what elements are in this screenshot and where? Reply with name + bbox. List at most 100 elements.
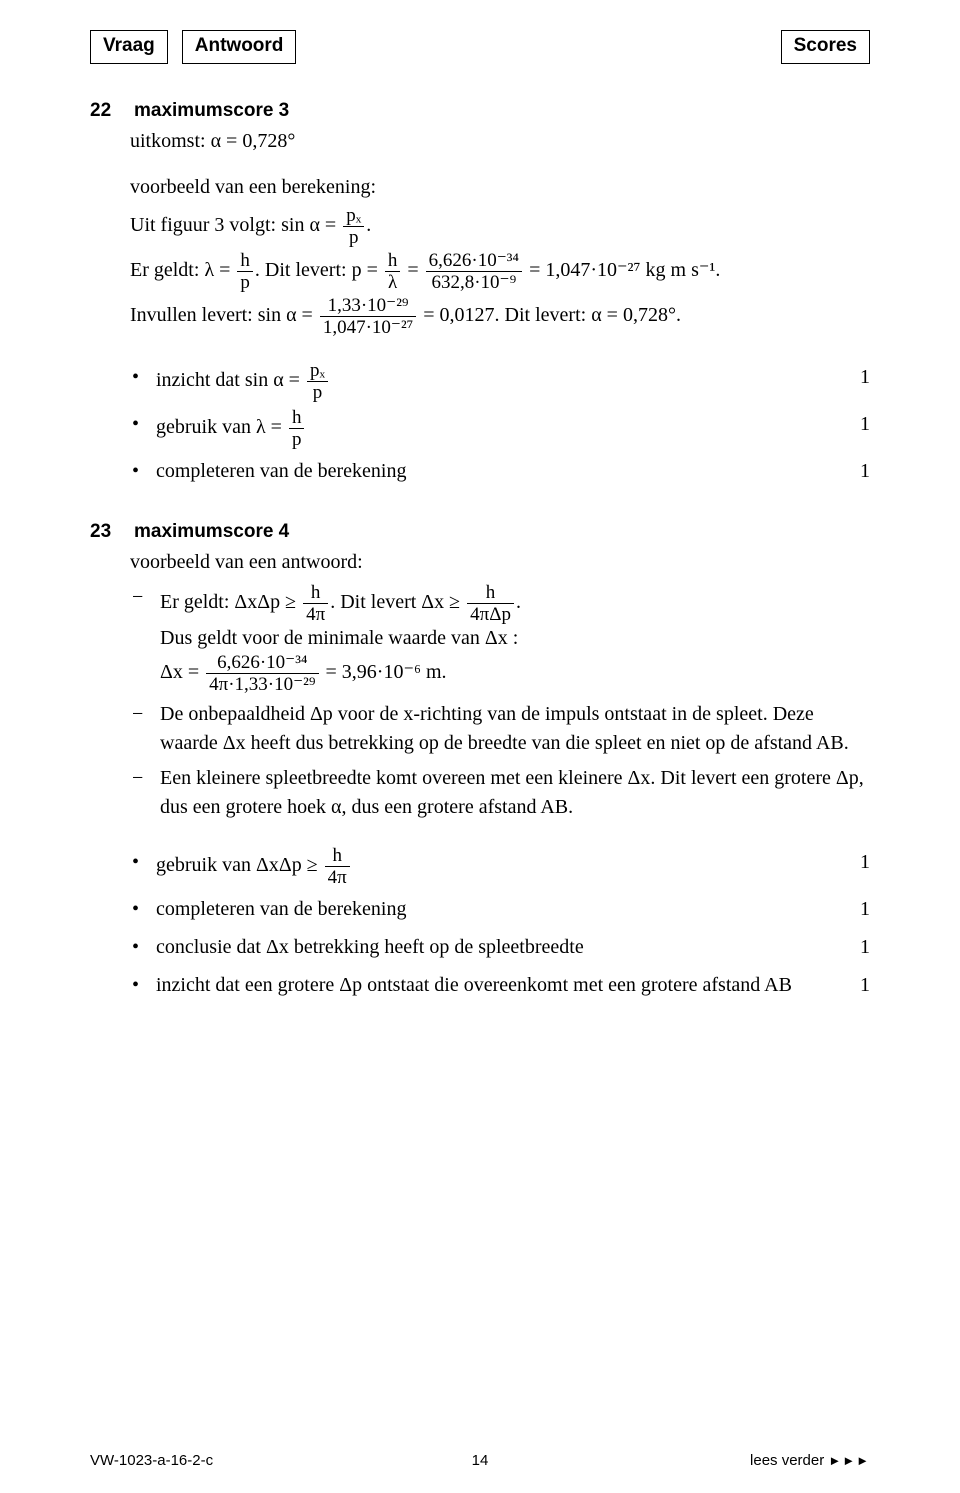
- frac-num: h: [325, 846, 350, 867]
- q22-uitkomst-label: uitkomst:: [130, 130, 211, 152]
- dash1-b: . Dit levert Δx ≥: [330, 591, 465, 613]
- bullet-text: inzicht dat sin α =: [156, 369, 305, 391]
- q22-uitkomst-expr: α = 0,728°: [211, 130, 296, 152]
- q22-line2-a: Er geldt:: [130, 259, 204, 281]
- q22-lambda-eq: λ =: [204, 259, 230, 281]
- frac-bullet: pₓ p: [307, 361, 328, 402]
- frac-den: 4πΔp: [467, 604, 514, 624]
- q22-maxscore: maximumscore 3: [134, 100, 289, 121]
- q22-line2: Er geldt: λ = h p . Dit levert: p = h λ …: [130, 251, 870, 292]
- q23-bullets: gebruik van ΔxΔp ≥ h 4π 1 completeren va…: [130, 846, 870, 1001]
- q22-line3-a: Invullen levert: sin α =: [130, 304, 318, 326]
- frac-h-lambda: h λ: [385, 251, 401, 292]
- q22-bullet-3: completeren van de berekening 1: [130, 455, 870, 487]
- q22-bullet-2: gebruik van λ = h p 1: [130, 408, 870, 449]
- header-vraag: Vraag: [90, 30, 168, 64]
- q22-body: uitkomst: α = 0,728° voorbeeld van een b…: [130, 126, 870, 487]
- bullet-text: inzicht dat een grotere Δp ontstaat die …: [156, 969, 850, 1001]
- frac-num: 6,626·10⁻³⁴: [206, 653, 318, 674]
- frac-den: p: [343, 227, 364, 247]
- bullet-score: 1: [850, 931, 870, 963]
- q22-dit-levert: . Dit levert:: [255, 259, 352, 281]
- frac-num: pₓ: [343, 206, 364, 227]
- bullet-score: 1: [850, 893, 870, 925]
- q23-dash-1: Er geldt: ΔxΔp ≥ h 4π . Dit levert Δx ≥ …: [130, 583, 870, 694]
- frac-h-4pi: h 4π: [303, 583, 328, 624]
- q23-dash-2: De onbepaaldheid Δp voor de x-richting v…: [130, 700, 870, 758]
- dash1-d: Dus geldt voor de minimale waarde van Δx…: [160, 627, 518, 649]
- q22-result2: = 1,047·10⁻²⁷ kg m s⁻¹.: [529, 259, 720, 281]
- q23-body: voorbeeld van een antwoord: Er geldt: Δx…: [130, 547, 870, 1001]
- q22-result3: = 0,0127. Dit levert: α = 0,728°.: [423, 304, 681, 326]
- header-scores: Scores: [781, 30, 870, 64]
- q22-number: 22: [90, 100, 130, 122]
- q23-bullet-3: conclusie dat Δx betrekking heeft op de …: [130, 931, 870, 963]
- bullet-score: 1: [850, 408, 870, 449]
- q23-bullet-4: inzicht dat een grotere Δp ontstaat die …: [130, 969, 870, 1001]
- frac-den: 4π: [303, 604, 328, 624]
- bullet-score: 1: [850, 846, 870, 887]
- q22-bullets: inzicht dat sin α = pₓ p 1 gebruik van λ…: [130, 361, 870, 487]
- frac-den: p: [289, 429, 305, 449]
- frac-num: 1,33·10⁻²⁹: [320, 296, 416, 317]
- q22-line1: Uit figuur 3 volgt: sin α = pₓ p .: [130, 206, 870, 247]
- q23-dashes: Er geldt: ΔxΔp ≥ h 4π . Dit levert Δx ≥ …: [130, 583, 870, 822]
- question-23: 23 maximumscore 4 voorbeeld van een antw…: [90, 521, 870, 1001]
- bullet-text: gebruik van λ =: [156, 416, 287, 438]
- bullet-text: conclusie dat Δx betrekking heeft op de …: [156, 931, 850, 963]
- bullet-score: 1: [850, 969, 870, 1001]
- frac-num: h: [303, 583, 328, 604]
- frac-h-p: h p: [237, 251, 253, 292]
- frac-num: pₓ: [307, 361, 328, 382]
- header-row: Vraag Antwoord Scores: [90, 30, 870, 64]
- period: .: [366, 214, 371, 236]
- q23-number: 23: [90, 521, 130, 543]
- dash1-e: Δx =: [160, 661, 204, 683]
- q22-p-eq: p =: [352, 259, 378, 281]
- q23-voorbeeld-label: voorbeeld van een antwoord:: [130, 547, 870, 577]
- frac-bullet: h 4π: [325, 846, 350, 887]
- bullet-score: 1: [850, 361, 870, 402]
- bullet-text: completeren van de berekening: [156, 893, 850, 925]
- frac-num: h: [289, 408, 305, 429]
- dash1-f: = 3,96·10⁻⁶ m.: [326, 661, 447, 683]
- footer: VW-1023-a-16-2-c 14 lees verder ►►►: [90, 1452, 870, 1469]
- frac-den: 4π·1,33·10⁻²⁹: [206, 674, 318, 694]
- footer-right-text: lees verder: [750, 1452, 828, 1469]
- q22-voorbeeld-label: voorbeeld van een berekening:: [130, 172, 870, 202]
- bullet-score: 1: [850, 455, 870, 487]
- frac-den: 1,047·10⁻²⁷: [320, 317, 416, 337]
- q22-bullet-1: inzicht dat sin α = pₓ p 1: [130, 361, 870, 402]
- dash1-a: Er geldt: ΔxΔp ≥: [160, 591, 301, 613]
- frac-bullet: h p: [289, 408, 305, 449]
- frac-big: 6,626·10⁻³⁴ 632,8·10⁻⁹: [426, 251, 522, 292]
- frac-h-4pidp: h 4πΔp: [467, 583, 514, 624]
- frac-num: h: [237, 251, 253, 272]
- equals: =: [407, 259, 423, 281]
- footer-left: VW-1023-a-16-2-c: [90, 1452, 213, 1469]
- page: Vraag Antwoord Scores 22 maximumscore 3 …: [0, 0, 960, 1493]
- q23-bullet-1: gebruik van ΔxΔp ≥ h 4π 1: [130, 846, 870, 887]
- frac-dx: 6,626·10⁻³⁴ 4π·1,33·10⁻²⁹: [206, 653, 318, 694]
- bullet-text: completeren van de berekening: [156, 455, 850, 487]
- q23-dash-3: Een kleinere spleetbreedte komt overeen …: [130, 764, 870, 822]
- header-antwoord: Antwoord: [182, 30, 297, 64]
- frac-num: h: [385, 251, 401, 272]
- frac-px-p: pₓ p: [343, 206, 364, 247]
- frac-num: h: [467, 583, 514, 604]
- question-22: 22 maximumscore 3 uitkomst: α = 0,728° v…: [90, 100, 870, 487]
- frac-inv: 1,33·10⁻²⁹ 1,047·10⁻²⁷: [320, 296, 416, 337]
- frac-den: p: [307, 382, 328, 402]
- frac-den: λ: [385, 272, 401, 292]
- q22-uitkomst: uitkomst: α = 0,728°: [130, 126, 870, 156]
- dash1-c: .: [516, 591, 521, 613]
- q23-bullet-2: completeren van de berekening 1: [130, 893, 870, 925]
- q23-maxscore: maximumscore 4: [134, 521, 289, 542]
- footer-arrows-icon: ►►►: [828, 1453, 870, 1468]
- frac-num: 6,626·10⁻³⁴: [426, 251, 522, 272]
- frac-den: 632,8·10⁻⁹: [426, 272, 522, 292]
- q22-line3: Invullen levert: sin α = 1,33·10⁻²⁹ 1,04…: [130, 296, 870, 337]
- q22-line1-a: Uit figuur 3 volgt:: [130, 214, 281, 236]
- footer-page-number: 14: [472, 1452, 489, 1469]
- footer-right: lees verder ►►►: [750, 1452, 870, 1469]
